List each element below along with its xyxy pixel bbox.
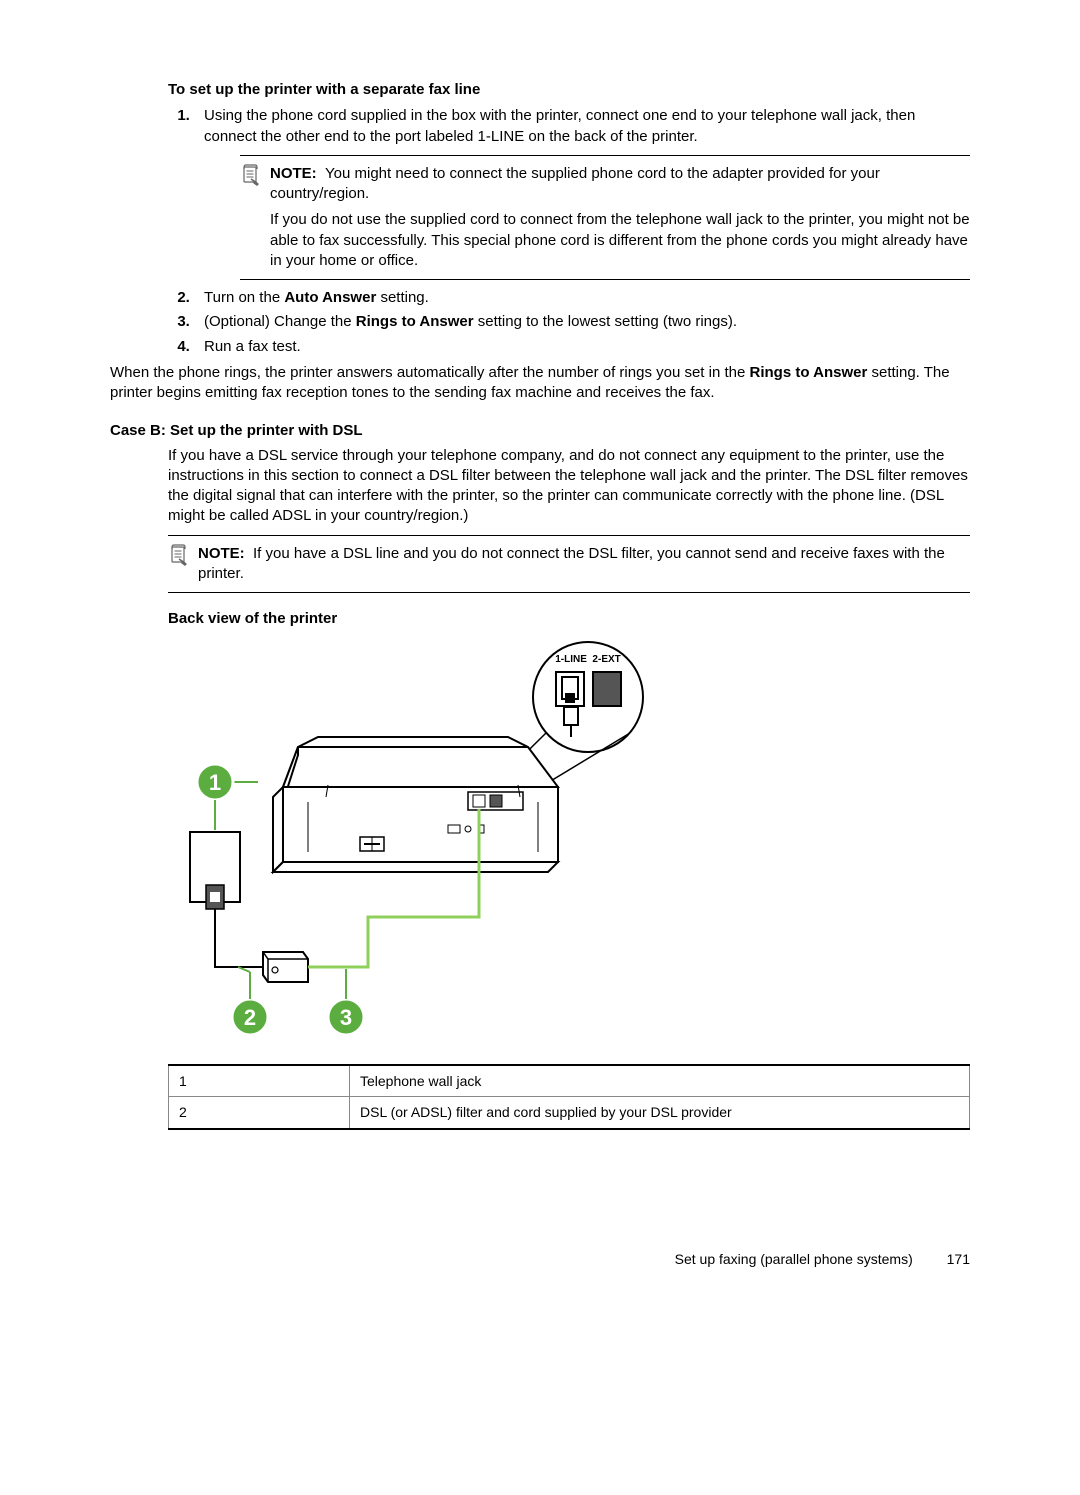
page-number: 171 — [947, 1251, 970, 1267]
svg-text:2: 2 — [244, 1005, 256, 1030]
note-label: NOTE: — [270, 165, 317, 182]
cell-val: DSL (or ADSL) filter and cord supplied b… — [350, 1097, 970, 1129]
note-icon — [240, 164, 262, 271]
step3-c: setting to the lowest setting (two rings… — [474, 313, 737, 330]
reference-table: 1 Telephone wall jack 2 DSL (or ADSL) fi… — [168, 1064, 970, 1131]
step-4: Run a fax test. — [194, 337, 970, 357]
note-icon — [168, 544, 190, 585]
p1b: Rings to Answer — [750, 364, 868, 381]
step3-b: Rings to Answer — [356, 313, 474, 330]
note2-text: If you have a DSL line and you do not co… — [198, 545, 945, 582]
wall-jack-icon — [190, 832, 240, 909]
footer-text: Set up faxing (parallel phone systems) — [675, 1251, 913, 1267]
step2-c: setting. — [376, 289, 429, 306]
step-1-text: Using the phone cord supplied in the box… — [204, 107, 915, 144]
cell-val: Telephone wall jack — [350, 1065, 970, 1097]
port-label: 1-LINE 2-EXT — [555, 654, 621, 665]
note2-label: NOTE: — [198, 545, 245, 562]
note1-text1: You might need to connect the supplied p… — [270, 165, 880, 202]
table-row: 1 Telephone wall jack — [169, 1065, 970, 1097]
page-footer: Set up faxing (parallel phone systems) 1… — [110, 1250, 970, 1269]
step4-text: Run a fax test. — [204, 338, 301, 355]
table-row: 2 DSL (or ADSL) filter and cord supplied… — [169, 1097, 970, 1129]
steps-list: Using the phone cord supplied in the box… — [168, 106, 970, 357]
step-2: Turn on the Auto Answer setting. — [194, 288, 970, 308]
section-case-b: Case B: Set up the printer with DSL — [110, 421, 970, 441]
step2-a: Turn on the — [204, 289, 284, 306]
step3-a: (Optional) Change the — [204, 313, 356, 330]
step-3: (Optional) Change the Rings to Answer se… — [194, 312, 970, 332]
svg-text:1: 1 — [209, 770, 221, 795]
note-box-2: NOTE: If you have a DSL line and you do … — [168, 535, 970, 594]
step2-b: Auto Answer — [284, 289, 376, 306]
printer-icon — [273, 737, 558, 872]
cell-key: 1 — [169, 1065, 350, 1097]
heading-setup-fax-line: To set up the printer with a separate fa… — [168, 80, 970, 100]
note1-text2: If you do not use the supplied cord to c… — [270, 210, 970, 271]
cell-key: 2 — [169, 1097, 350, 1129]
p1a: When the phone rings, the printer answer… — [110, 364, 750, 381]
step-1: Using the phone cord supplied in the box… — [194, 106, 970, 280]
dsl-filter-icon — [263, 952, 308, 982]
printer-diagram: 1-LINE 2-EXT — [168, 637, 970, 1043]
subhead-back-view: Back view of the printer — [168, 609, 970, 629]
note-box-1: NOTE: You might need to connect the supp… — [240, 155, 970, 280]
svg-text:3: 3 — [340, 1005, 352, 1030]
paragraph-rings: When the phone rings, the printer answer… — [110, 363, 970, 404]
paragraph-dsl: If you have a DSL service through your t… — [168, 446, 970, 527]
